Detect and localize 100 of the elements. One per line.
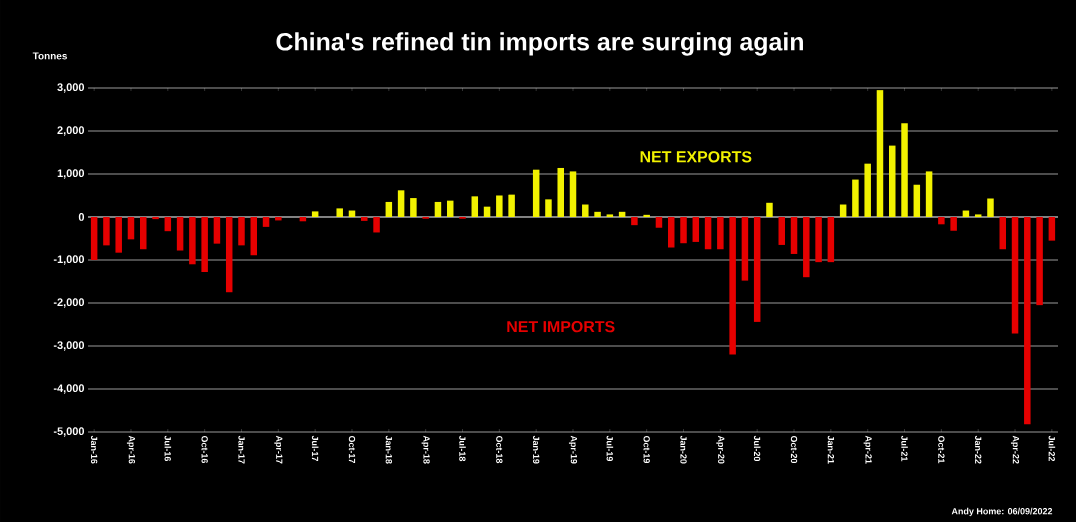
bar: [987, 198, 994, 217]
bar: [1036, 216, 1043, 306]
bar: [176, 216, 184, 251]
bar: [189, 216, 196, 265]
bar: [864, 163, 871, 217]
x-tick-label: Jul-16: [164, 435, 172, 462]
y-tick-label: 1,000: [57, 169, 85, 179]
bar: [803, 216, 810, 278]
bar: [643, 214, 650, 217]
bar: [545, 199, 552, 217]
bar: [238, 216, 245, 246]
x-tick-label: Apr-17: [274, 435, 283, 464]
x-tick-label: Jul-17: [311, 435, 319, 462]
bar: [213, 216, 221, 244]
bar: [1024, 216, 1031, 425]
y-tick-label: 2,000: [57, 126, 85, 136]
x-tick-label: Jul-21: [901, 435, 908, 462]
bar: [950, 216, 957, 231]
bar: [901, 123, 908, 217]
bar: [655, 216, 663, 228]
text: Tonnes: [32, 52, 67, 60]
bar: [262, 216, 270, 227]
bar: [974, 214, 982, 217]
x-tick-label: Oct-21: [938, 435, 945, 464]
bar: [815, 216, 822, 263]
bar: [913, 184, 921, 217]
y-tick-label: 0: [78, 213, 85, 221]
bar: [250, 216, 258, 256]
y-tick-label: -4,000: [53, 384, 85, 394]
bar: [152, 216, 159, 220]
bar: [827, 216, 835, 263]
x-tick-label: Apr-20: [716, 435, 725, 464]
bar: [999, 216, 1007, 250]
bar: [532, 169, 540, 217]
x-tick-label: Oct-17: [348, 435, 356, 464]
bar: [741, 216, 749, 281]
x-tick-label: Jul-22: [1048, 435, 1056, 462]
bar: [889, 145, 896, 217]
bar: [1048, 216, 1056, 241]
x-tick-label: Jul-19: [606, 435, 614, 462]
bar: [631, 216, 638, 226]
bar: [753, 216, 761, 322]
x-tick-label: Jan-19: [532, 435, 540, 464]
bar: [692, 216, 700, 242]
bar: [90, 216, 98, 260]
bar: [140, 216, 147, 250]
bar: [446, 200, 454, 217]
bar: [336, 208, 343, 217]
bar: [373, 216, 380, 233]
x-tick-label: Oct-20: [790, 435, 798, 464]
bar: [766, 202, 773, 217]
x-tick-label: Jan-21: [827, 435, 835, 464]
x-tick-label: Jul-18: [459, 435, 466, 462]
x-tick-label: Oct-16: [201, 435, 208, 464]
bar: [582, 204, 589, 217]
bar: [225, 216, 233, 293]
bar: [704, 216, 712, 250]
bar: [569, 171, 577, 217]
x-tick-label: Oct-18: [496, 435, 503, 464]
x-tick-label: Apr-19: [568, 435, 578, 464]
bar: [594, 211, 601, 217]
y-tick-label: -3,000: [53, 341, 85, 351]
bar: [938, 216, 945, 225]
bar: [778, 216, 785, 245]
y-tick-label: -1,000: [53, 255, 85, 265]
bar: [606, 214, 614, 217]
y-tick-label: 3,000: [57, 83, 85, 93]
bar: [361, 216, 368, 221]
bar: [925, 171, 933, 217]
x-tick-label: Apr-21: [863, 435, 872, 464]
bar: [103, 216, 110, 246]
bar: [508, 194, 515, 217]
bar: [397, 190, 405, 217]
text: Andy Home: 06/09/2022: [951, 507, 1053, 517]
bar: [729, 216, 736, 355]
bar: [275, 216, 282, 221]
bar: [680, 216, 687, 244]
y-tick-label: -2,000: [53, 298, 85, 308]
bar: [311, 211, 319, 217]
bar: [115, 216, 122, 253]
x-tick-label: Jan-20: [680, 435, 687, 464]
bar: [496, 195, 503, 217]
bar: [164, 216, 172, 232]
x-tick-label: Jan-22: [975, 435, 982, 464]
bar: [557, 167, 564, 217]
bar: [471, 196, 479, 217]
chart-title: China's refined tin imports are surging again: [276, 32, 803, 56]
bar: [385, 201, 393, 217]
bar: [1011, 216, 1019, 334]
annotation: NET IMPORTS: [507, 321, 615, 333]
bar: [483, 206, 491, 217]
bar: [876, 90, 884, 217]
bar: [667, 216, 675, 248]
bar: [790, 216, 798, 254]
x-tick-label: Jan-17: [238, 435, 245, 464]
bar: [717, 216, 724, 250]
bar: [434, 201, 442, 217]
x-tick-label: Jan-16: [90, 435, 98, 464]
bar: [201, 216, 208, 273]
x-tick-label: Oct-19: [643, 435, 650, 464]
